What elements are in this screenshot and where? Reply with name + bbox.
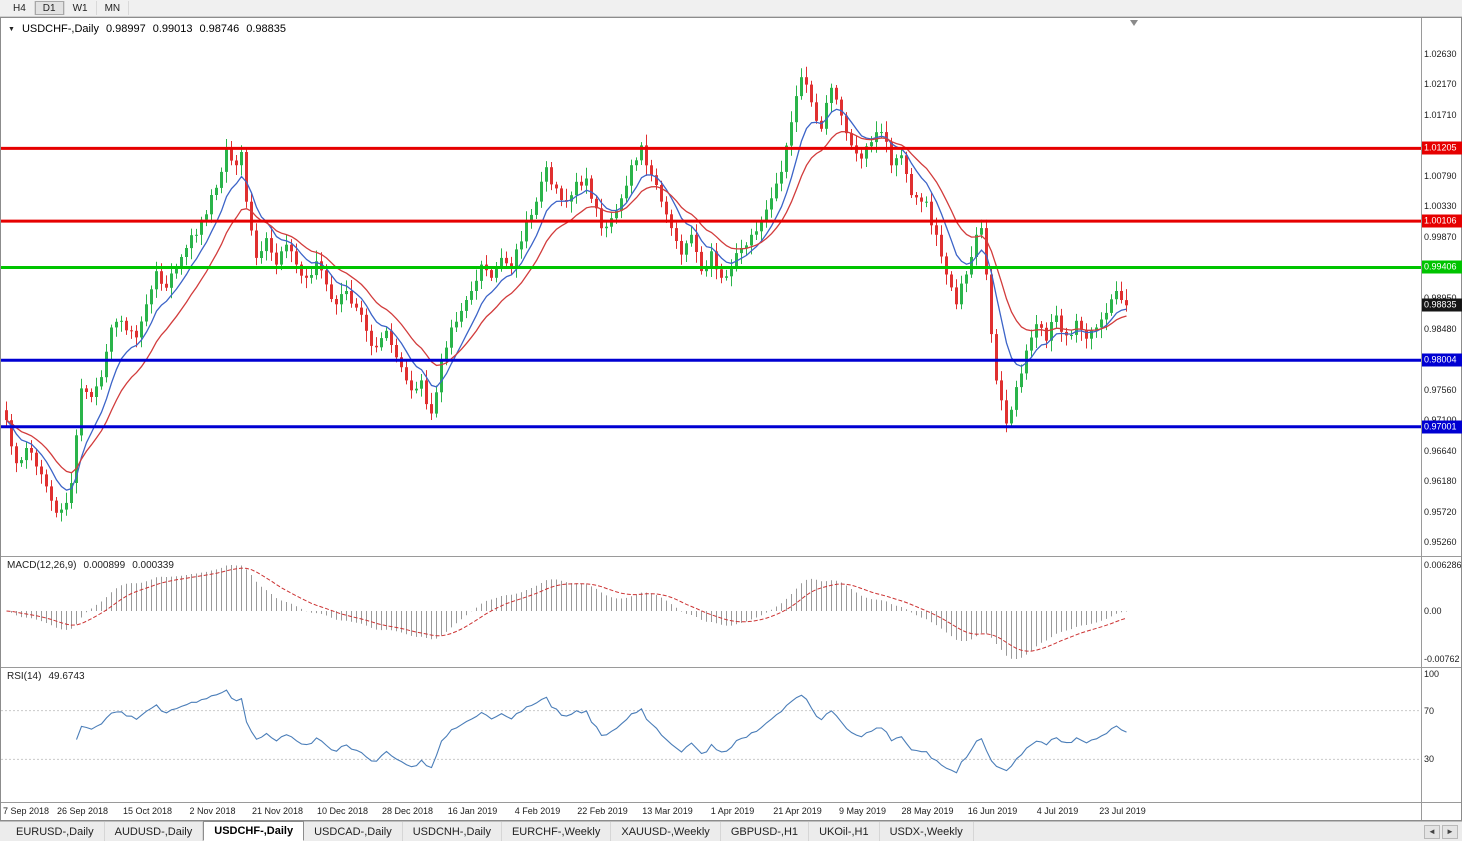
- chart-tab-usdx-weekly[interactable]: USDX-,Weekly: [880, 822, 974, 841]
- price-tag-1-01205: 1.01205: [1422, 141, 1462, 155]
- price-tick: 1.02630: [1424, 49, 1457, 59]
- price-tick: 0.97560: [1424, 384, 1457, 395]
- price-tick: 0.96640: [1424, 445, 1457, 456]
- current-price-tag: 0.98835: [1422, 298, 1462, 312]
- chart-window: ▼ USDCHF-,Daily 0.98997 0.99013 0.98746 …: [0, 17, 1462, 821]
- timeframe-button-mn[interactable]: MN: [97, 1, 130, 15]
- date-label: 16 Jan 2019: [447, 806, 498, 816]
- macd-axis-min: -0.00762: [1424, 654, 1460, 664]
- macd-panel: MACD(12,26,9) 0.000899 0.000339 0.006286…: [1, 556, 1462, 667]
- price-tag-0-99406: 0.99406: [1422, 260, 1462, 274]
- chart-title: ▼ USDCHF-,Daily 0.98997 0.99013 0.98746 …: [8, 23, 286, 35]
- rsi-level-30: 30: [1424, 754, 1435, 765]
- timeframe-toolbar: H4 D1 W1 MN: [0, 0, 1462, 17]
- tab-scroll-left-button[interactable]: ◄: [1424, 824, 1440, 839]
- price-tick: 1.02170: [1424, 79, 1457, 90]
- ohlc-collapse-icon[interactable]: ▼: [8, 25, 15, 33]
- macd-signal-value: 0.000339: [132, 560, 174, 571]
- timeframe-button-w1[interactable]: W1: [65, 1, 97, 15]
- date-label: 13 Mar 2019: [642, 806, 693, 816]
- chart-tab-xauusd-weekly[interactable]: XAUUSD-,Weekly: [611, 822, 721, 841]
- price-tick: 1.00790: [1424, 170, 1457, 181]
- rsi-label: RSI(14): [7, 671, 42, 682]
- date-label: 21 Apr 2019: [773, 806, 822, 816]
- price-tick: 0.95260: [1424, 537, 1457, 547]
- price-tag-0-97001: 0.97001: [1422, 420, 1462, 434]
- rsi-plot[interactable]: [1, 668, 1421, 802]
- axis-corner: [1421, 803, 1461, 820]
- macd-plot[interactable]: [1, 557, 1421, 667]
- price-axis[interactable]: 1.026301.021701.017101.012501.007901.003…: [1421, 18, 1462, 556]
- chart-tab-eurusd-daily[interactable]: EURUSD-,Daily: [6, 822, 105, 841]
- date-label: 10 Dec 2018: [316, 806, 369, 816]
- date-label: 28 May 2019: [901, 806, 954, 816]
- price-tick: 0.98480: [1424, 323, 1457, 334]
- date-label: 16 Jun 2019: [967, 806, 1018, 816]
- rsi-level-70: 70: [1424, 705, 1435, 716]
- date-label: 22 Feb 2019: [577, 806, 628, 816]
- date-label: 28 Dec 2018: [381, 806, 434, 816]
- high-value: 0.99013: [152, 23, 193, 35]
- chart-shift-marker-icon[interactable]: [1130, 20, 1138, 26]
- macd-axis-max: 0.006286: [1424, 560, 1462, 570]
- date-label: 4 Feb 2019: [514, 806, 561, 816]
- rsi-header: RSI(14) 49.6743: [7, 671, 85, 682]
- price-tick: 0.97100: [1424, 415, 1457, 425]
- price-tick: 0.99870: [1424, 231, 1457, 242]
- price-tick: 1.01710: [1424, 109, 1457, 120]
- rsi-value: 49.6743: [48, 671, 85, 682]
- symbol-timeframe-label: USDCHF-,Daily: [21, 23, 99, 35]
- date-label: 9 May 2019: [838, 806, 887, 816]
- price-tag-1-00106: 1.00106: [1422, 214, 1462, 228]
- date-label: 15 Oct 2018: [122, 806, 173, 816]
- rsi-axis[interactable]: 100 70 30: [1421, 668, 1461, 802]
- date-label: 21 Nov 2018: [251, 806, 304, 816]
- date-label: 23 Jul 2019: [1099, 806, 1146, 816]
- tab-scrollers: ◄ ►: [1424, 824, 1462, 839]
- timeframe-button-h4[interactable]: H4: [5, 1, 35, 15]
- rsi-panel: RSI(14) 49.6743 100 70 30: [1, 667, 1461, 802]
- date-label: 26 Sep 2018: [56, 806, 109, 816]
- price-panel: ▼ USDCHF-,Daily 0.98997 0.99013 0.98746 …: [1, 18, 1462, 556]
- tab-scroll-right-button[interactable]: ►: [1442, 824, 1458, 839]
- chart-tab-usdcad-daily[interactable]: USDCAD-,Daily: [304, 822, 403, 841]
- price-tick: 1.00330: [1424, 201, 1457, 212]
- chart-tab-ukoil-h1[interactable]: UKOil-,H1: [809, 822, 880, 841]
- time-axis[interactable]: 7 Sep 2018 26 Sep 2018 15 Oct 2018 2 Nov 20…: [1, 802, 1461, 820]
- macd-axis[interactable]: 0.006286 0.00 -0.00762: [1421, 557, 1462, 667]
- rsi-level-100: 100: [1424, 669, 1440, 679]
- date-label: 7 Sep 2018: [3, 806, 50, 816]
- open-value: 0.98997: [105, 23, 146, 35]
- low-value: 0.98746: [199, 23, 240, 35]
- price-tag-0-98004: 0.98004: [1422, 353, 1462, 367]
- timeframe-button-d1[interactable]: D1: [34, 1, 65, 15]
- chart-tabbar: EURUSD-,Daily AUDUSD-,Daily USDCHF-,Daily U…: [0, 821, 1462, 841]
- macd-main-value: 0.000899: [83, 560, 126, 571]
- price-tick: 0.95720: [1424, 506, 1457, 517]
- chart-tab-eurchf-weekly[interactable]: EURCHF-,Weekly: [502, 822, 612, 841]
- chart-tab-gbpusd-h1[interactable]: GBPUSD-,H1: [721, 822, 810, 841]
- chart-tab-usdcnh-daily[interactable]: USDCNH-,Daily: [403, 822, 502, 841]
- price-tick: 0.98950: [1424, 292, 1457, 303]
- chart-tab-usdchf-daily[interactable]: USDCHF-,Daily: [203, 821, 305, 841]
- close-value: 0.98835: [246, 23, 286, 35]
- macd-axis-zero: 0.00: [1424, 606, 1442, 616]
- macd-header: MACD(12,26,9) 0.000899 0.000339: [7, 560, 174, 571]
- macd-label: MACD(12,26,9): [7, 560, 77, 571]
- price-chart-plot[interactable]: [1, 18, 1421, 556]
- price-tick: 0.96180: [1424, 476, 1457, 487]
- date-label: 2 Nov 2018: [189, 806, 236, 816]
- date-label: 1 Apr 2019: [710, 806, 755, 816]
- date-label: 4 Jul 2019: [1036, 806, 1079, 816]
- chart-tab-audusd-daily[interactable]: AUDUSD-,Daily: [105, 822, 204, 841]
